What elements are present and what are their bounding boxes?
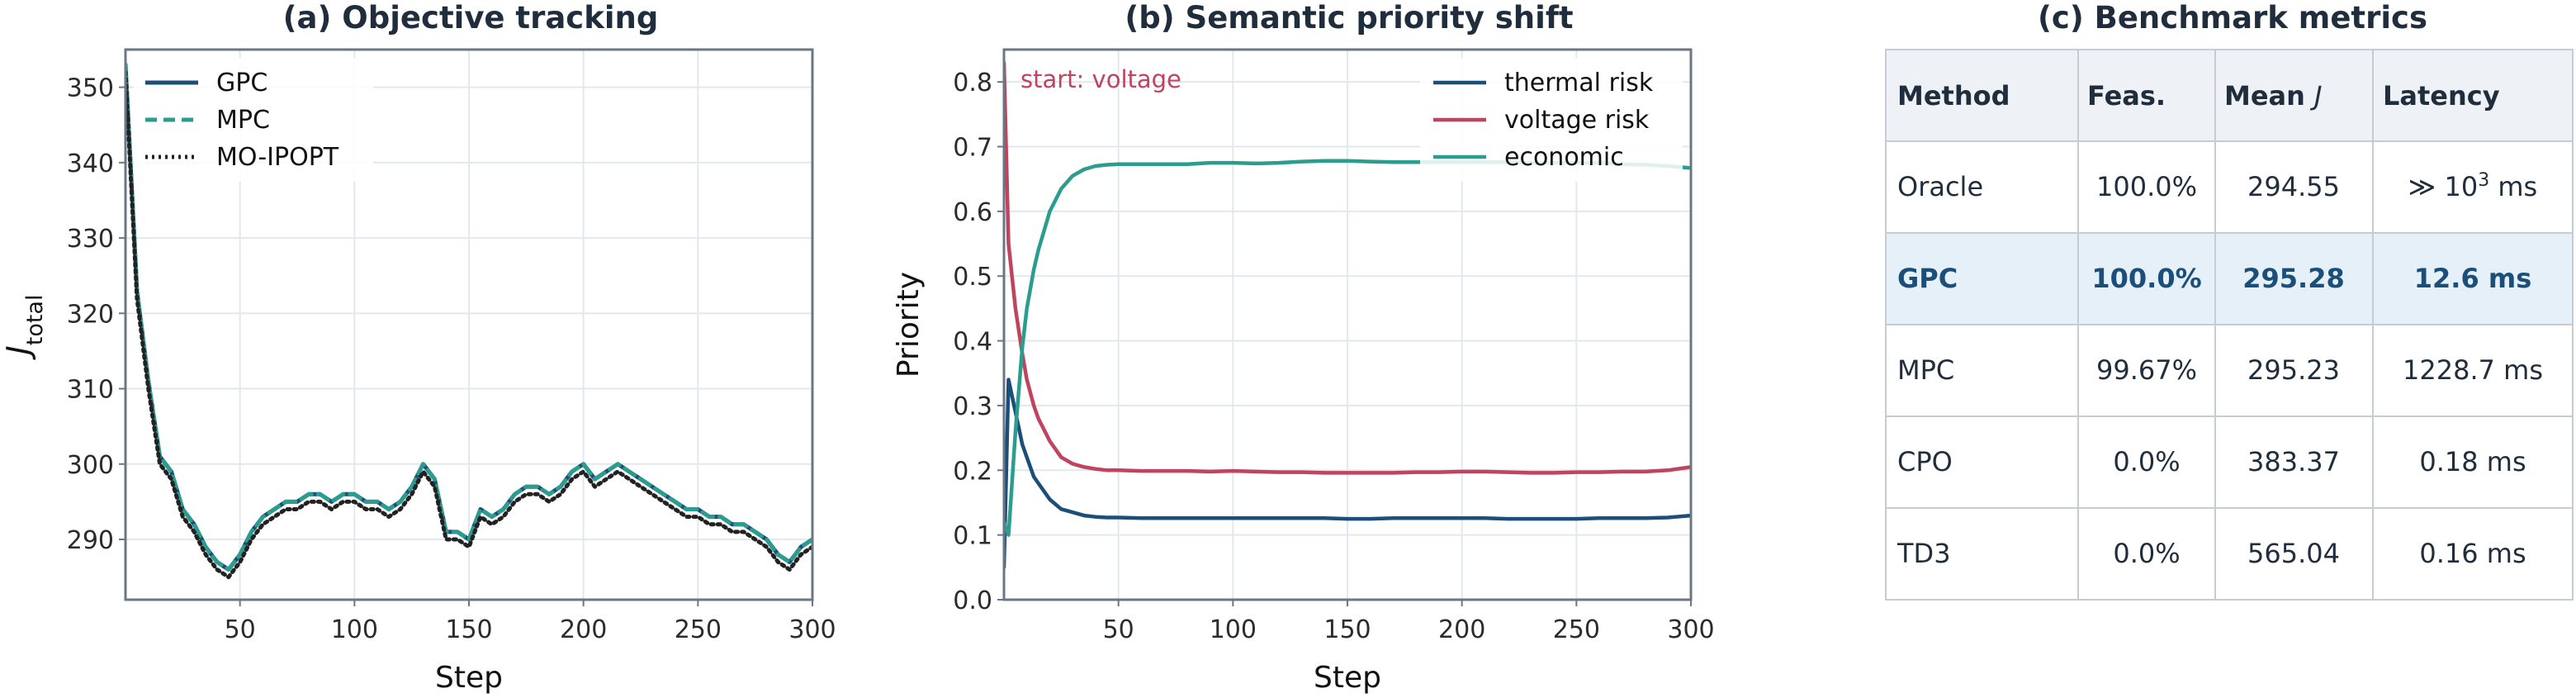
table-cell-method: CPO	[1897, 446, 1953, 477]
x-tick-label: 300	[1667, 615, 1714, 644]
y-tick-label: 0.7	[953, 134, 992, 163]
table-row-highlighted: GPC 100.0% 295.28 12.6 ms	[1897, 263, 2531, 294]
panel-c-title: (c) Benchmark metrics	[2038, 0, 2427, 36]
table-cell-feas: 100.0%	[2096, 171, 2197, 202]
y-tick-label: 330	[67, 225, 114, 254]
panel-b-start-annotation: start: voltage	[1020, 65, 1181, 93]
x-tick-label: 150	[1324, 615, 1371, 644]
table-cell-latency: ≫ 103 ms	[2408, 170, 2537, 203]
panel-a-series	[125, 62, 812, 580]
table-cell-feas: 99.67%	[2096, 354, 2197, 386]
latency-suffix: ms	[2489, 171, 2537, 202]
x-tick-label: 50	[225, 615, 256, 644]
table-cell-method: Oracle	[1897, 171, 1983, 202]
panel-b-title: (b) Semantic priority shift	[1125, 0, 1573, 36]
series-line-voltage-risk	[1004, 60, 1691, 475]
x-tick-label: 100	[331, 615, 378, 644]
table-cell-method: MPC	[1897, 354, 1954, 386]
x-tick-label: 200	[560, 615, 607, 644]
table-header-background	[1886, 50, 2573, 140]
table-cell-mean: 295.23	[2247, 354, 2340, 386]
table-header-method: Method	[1897, 80, 2010, 112]
legend-label: GPC	[216, 69, 268, 97]
x-tick-label: 200	[1438, 615, 1485, 644]
panel-b-legend: thermal risk voltage risk economic	[1420, 58, 1683, 182]
panel-b-x-axis-label: Step	[1314, 661, 1381, 695]
semantic-priority-panel: (b) Semantic priority shift 50 100 150 200 2…	[892, 0, 1715, 695]
table-cell-latency: 12.6 ms	[2414, 263, 2531, 294]
legend-label: MO-IPOPT	[216, 143, 339, 172]
table-cell-mean: 565.04	[2247, 538, 2340, 569]
y-tick-label: 300	[67, 451, 114, 480]
table-header-row: Method Feas. Mean J Latency	[1897, 80, 2500, 112]
panel-a-legend: GPC MPC MO-IPOPT	[134, 58, 373, 182]
legend-label: economic	[1504, 143, 1624, 172]
table-cell-method: TD3	[1896, 538, 1951, 569]
y-tick-label: 0.5	[953, 263, 992, 292]
x-tick-label: 250	[675, 615, 722, 644]
legend-label: voltage risk	[1504, 106, 1650, 135]
panel-a-y-ticks: 290 300 310 320 330 340 350	[67, 74, 125, 555]
y-tick-label: 0.6	[953, 198, 992, 227]
y-tick-label: 320	[67, 300, 114, 329]
table-row: MPC 99.67% 295.23 1228.7 ms	[1897, 354, 2543, 386]
panel-a-title: (a) Objective tracking	[283, 0, 659, 36]
x-tick-label: 50	[1103, 615, 1134, 644]
y-tick-label: 0.3	[953, 392, 992, 421]
panel-b-y-axis-label: Priority	[892, 272, 926, 377]
y-tick-label: 0.2	[953, 457, 992, 486]
x-tick-label: 250	[1553, 615, 1600, 644]
table-cell-method: GPC	[1897, 263, 1958, 294]
table-header-mean-prefix: Mean	[2224, 80, 2314, 112]
panel-b-y-ticks: 0.0 0.1 0.2 0.3 0.4 0.5 0.6 0.7 0.8	[953, 69, 1004, 615]
table-cell-latency: 0.16 ms	[2419, 538, 2526, 569]
table-row: Oracle 100.0% 294.55 ≫ 103 ms	[1897, 170, 2537, 203]
table-row: TD3 0.0% 565.04 0.16 ms	[1896, 538, 2526, 569]
legend-label: thermal risk	[1504, 69, 1654, 97]
table-cell-mean: 294.55	[2247, 171, 2340, 202]
y-tick-label: 340	[67, 150, 114, 178]
table-row: CPO 0.0% 383.37 0.18 ms	[1897, 446, 2526, 477]
series-line-mo-ipopt	[125, 69, 812, 580]
panel-a-x-axis-label: Step	[435, 661, 503, 695]
y-tick-label: 0.4	[953, 328, 992, 357]
table-cell-feas: 100.0%	[2091, 263, 2201, 294]
y-tick-label: 0.0	[953, 586, 992, 615]
table-cell-latency: 0.18 ms	[2419, 446, 2526, 477]
table-grid	[1885, 49, 2574, 601]
table-highlight-row-background	[1886, 233, 2573, 325]
panel-a-x-ticks: 50 100 150 200 250 300	[225, 600, 836, 644]
table-cell-feas: 0.0%	[2113, 538, 2180, 569]
x-tick-label: 300	[788, 615, 836, 644]
series-line-thermal-risk	[1004, 377, 1691, 570]
table-header-feas: Feas.	[2087, 80, 2166, 112]
x-tick-label: 100	[1210, 615, 1257, 644]
objective-tracking-panel: (a) Objective tracking 50 100 150 200 250 300…	[0, 0, 836, 695]
table-header-latency: Latency	[2383, 80, 2500, 112]
benchmark-metrics-panel: (c) Benchmark metrics Method Feas. Mean …	[1885, 0, 2574, 601]
table-cell-latency: 1228.7 ms	[2403, 354, 2543, 386]
latency-prefix: ≫ 10	[2408, 171, 2478, 202]
series-line-mpc	[125, 62, 812, 572]
y-tick-label: 310	[67, 376, 114, 405]
table-header-mean-j: Mean J	[2224, 80, 2323, 112]
panel-a-y-axis-label-main: J	[0, 345, 36, 360]
table-cell-feas: 0.0%	[2113, 446, 2180, 477]
y-tick-label: 0.8	[953, 69, 992, 97]
table-cell-mean: 383.37	[2247, 446, 2340, 477]
y-tick-label: 350	[67, 74, 114, 103]
x-tick-label: 150	[445, 615, 492, 644]
panel-a-y-axis-label: Jtotal	[0, 295, 48, 361]
y-tick-label: 0.1	[953, 522, 992, 551]
panel-b-x-ticks: 50 100 150 200 250 300	[1103, 600, 1715, 644]
legend-label: MPC	[216, 106, 270, 135]
panel-a-y-axis-label-sub: total	[22, 295, 48, 346]
table-cell-mean: 295.28	[2242, 263, 2344, 294]
latency-superscript: 3	[2478, 170, 2489, 191]
y-tick-label: 290	[67, 526, 114, 555]
